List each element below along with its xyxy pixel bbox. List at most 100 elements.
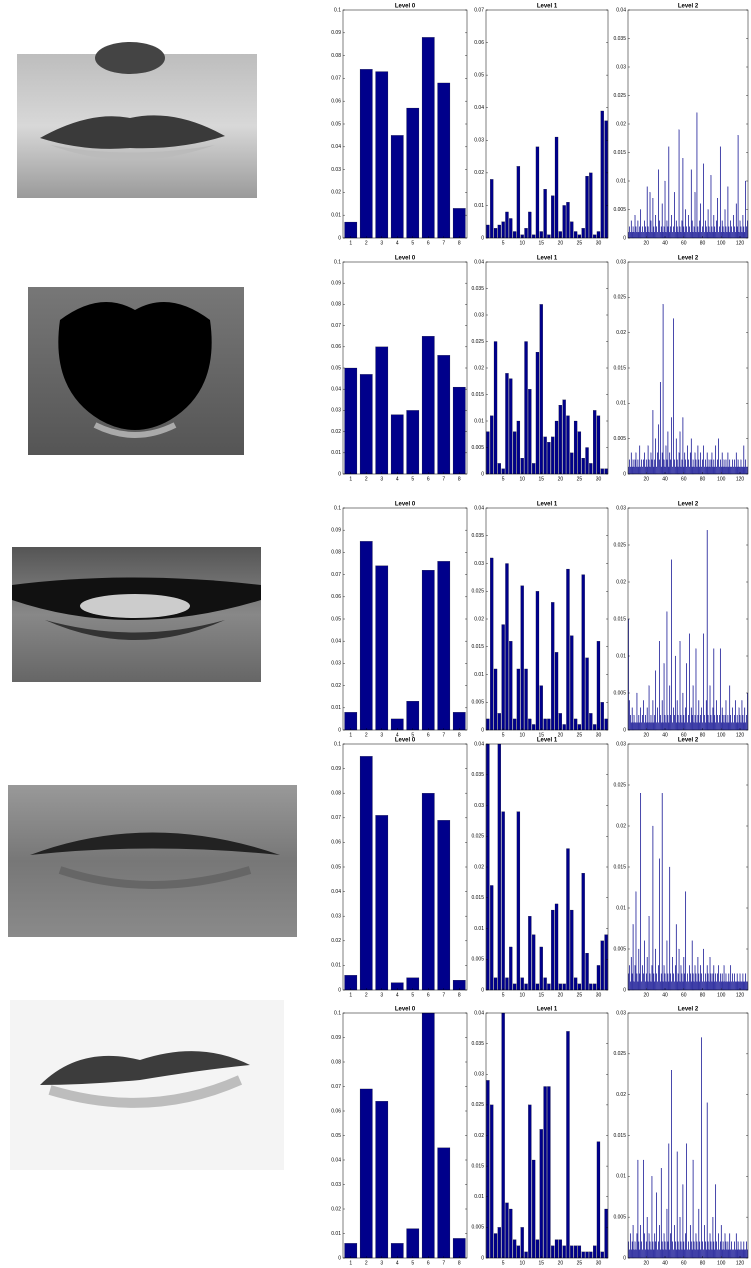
y-tick-label: 0.005 xyxy=(471,700,484,706)
bar xyxy=(543,977,547,991)
bar xyxy=(736,715,738,731)
bar xyxy=(676,226,678,239)
bar xyxy=(634,722,636,731)
x-tick-label: 8 xyxy=(458,240,461,246)
x-tick-label: 60 xyxy=(681,1260,687,1266)
x-tick-label: 60 xyxy=(681,992,687,998)
bar xyxy=(723,722,725,731)
bar xyxy=(739,220,741,239)
bar xyxy=(562,205,566,239)
bar xyxy=(669,232,671,239)
bar xyxy=(706,1102,708,1259)
bar xyxy=(699,466,701,475)
bar xyxy=(678,948,680,991)
bar xyxy=(700,965,702,991)
bar xyxy=(688,459,689,475)
bar xyxy=(641,459,642,475)
bar xyxy=(704,220,706,239)
x-tick-label: 30 xyxy=(596,992,602,998)
bar xyxy=(728,973,730,991)
x-tick-label: 80 xyxy=(700,992,706,998)
bar xyxy=(629,700,630,731)
bar xyxy=(705,981,707,991)
bar xyxy=(709,957,711,991)
bar xyxy=(667,1241,669,1259)
bar xyxy=(672,722,673,731)
y-tick-label: 0 xyxy=(338,1255,341,1261)
y-tick-label: 0.04 xyxy=(474,1010,484,1016)
y-tick-label: 0.04 xyxy=(331,889,341,895)
y-tick-label: 0.04 xyxy=(331,387,341,393)
bar xyxy=(686,663,687,731)
bar xyxy=(512,431,517,475)
chart-title: Level 0 xyxy=(395,502,416,508)
bar xyxy=(637,981,639,991)
bar xyxy=(717,973,718,991)
bar xyxy=(497,1227,501,1259)
bar xyxy=(732,459,733,475)
y-tick-label: 0.07 xyxy=(331,815,341,821)
y-tick-label: 0.025 xyxy=(613,1051,626,1057)
bar xyxy=(686,466,687,475)
bar xyxy=(718,722,719,731)
bar xyxy=(731,466,732,475)
x-tick-label: 15 xyxy=(539,732,545,738)
bar xyxy=(720,1225,722,1259)
x-tick-label: 7 xyxy=(442,240,445,246)
bar xyxy=(747,981,748,991)
y-tick-label: 0.08 xyxy=(331,302,341,308)
y-tick-label: 0.005 xyxy=(613,436,626,442)
bar xyxy=(570,221,574,239)
bar xyxy=(699,220,701,239)
bar xyxy=(644,940,645,991)
y-tick-label: 0 xyxy=(481,235,484,241)
bar xyxy=(703,163,704,239)
bar xyxy=(741,232,743,239)
bar xyxy=(631,232,633,239)
bar xyxy=(673,707,674,731)
bar xyxy=(689,965,690,991)
x-tick-label: 80 xyxy=(700,1260,706,1266)
bar xyxy=(714,715,716,731)
bar xyxy=(509,946,513,991)
bar xyxy=(734,700,736,731)
bar xyxy=(670,459,672,475)
bar xyxy=(669,866,671,991)
bar xyxy=(682,981,684,991)
bar xyxy=(505,977,509,991)
bar xyxy=(528,916,532,991)
bar xyxy=(747,466,748,475)
bar xyxy=(641,981,642,991)
bar xyxy=(742,1249,744,1259)
bar xyxy=(520,585,524,731)
bar xyxy=(638,715,640,731)
bar xyxy=(528,389,532,475)
bar xyxy=(501,624,505,731)
y-tick-label: 0.02 xyxy=(616,1092,626,1098)
bar xyxy=(645,459,647,475)
y-tick-label: 0.025 xyxy=(613,542,626,548)
bar xyxy=(706,452,708,475)
bar xyxy=(667,973,669,991)
chart-title: Level 2 xyxy=(678,256,699,262)
bar xyxy=(437,820,451,991)
bar xyxy=(516,1245,521,1259)
bar xyxy=(642,965,643,991)
bar xyxy=(696,722,698,731)
bar xyxy=(688,215,689,239)
bar xyxy=(344,975,358,991)
bar xyxy=(725,459,727,475)
bar xyxy=(535,983,540,991)
bar xyxy=(726,981,728,991)
y-tick-label: 0.06 xyxy=(474,40,484,46)
bar xyxy=(643,459,644,475)
bar xyxy=(490,1104,494,1259)
x-tick-label: 2 xyxy=(365,240,368,246)
y-tick-label: 0.005 xyxy=(471,957,484,963)
bar xyxy=(493,668,498,731)
bar xyxy=(666,459,668,475)
bar xyxy=(707,209,709,239)
y-tick-label: 0.04 xyxy=(616,7,626,13)
y-tick-label: 0.01 xyxy=(331,1231,341,1237)
x-tick-label: 100 xyxy=(717,240,726,246)
